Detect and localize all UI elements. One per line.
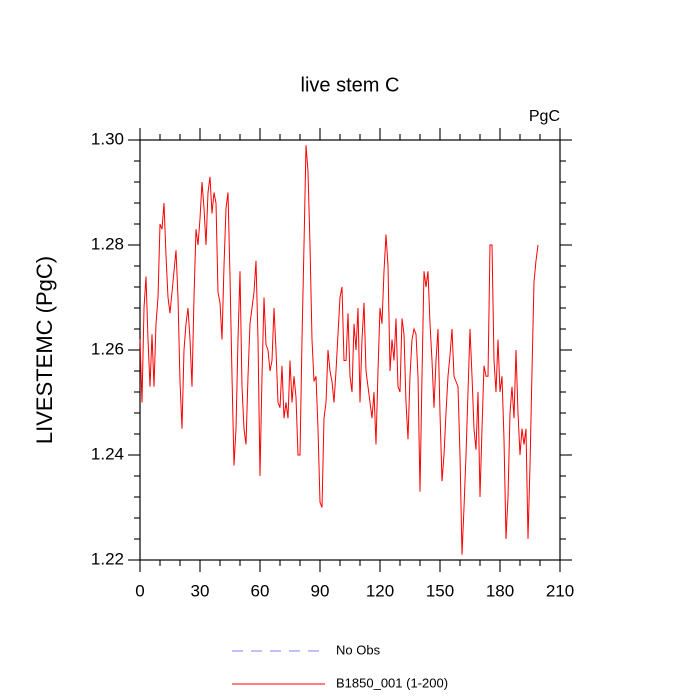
plot-frame xyxy=(139,139,561,561)
x-tick-label: 210 xyxy=(546,581,574,600)
x-tick-label: 30 xyxy=(191,581,210,600)
x-tick-label: 90 xyxy=(311,581,330,600)
y-tick-label: 1.24 xyxy=(91,444,124,463)
y-tick-label: 1.28 xyxy=(91,234,124,253)
series-line xyxy=(139,145,539,555)
units-label: PgC xyxy=(529,108,560,125)
x-tick-label: 180 xyxy=(486,581,514,600)
y-tick-label: 1.26 xyxy=(91,339,124,358)
y-tick-label: 1.22 xyxy=(91,549,124,568)
legend-label: No Obs xyxy=(336,642,381,657)
legend-label: B1850_001 (1-200) xyxy=(336,675,448,690)
x-tick-label: 0 xyxy=(135,581,144,600)
x-tick-label: 150 xyxy=(426,581,454,600)
x-tick-label: 120 xyxy=(366,581,394,600)
chart-title: live stem C xyxy=(301,74,400,96)
y-axis-label: LIVESTEMC (PgC) xyxy=(32,256,57,444)
x-tick-label: 60 xyxy=(251,581,270,600)
y-tick-label: 1.30 xyxy=(91,129,124,148)
